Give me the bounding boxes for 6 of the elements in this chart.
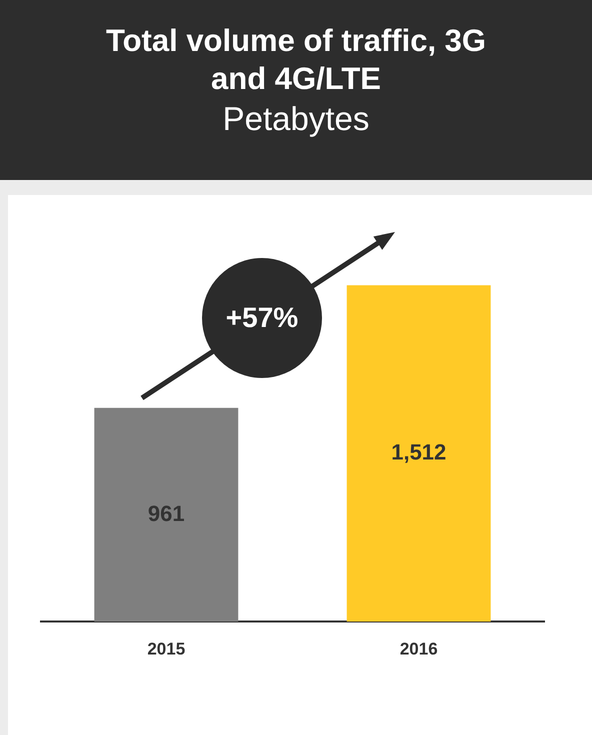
x-tick-label: 2015: [147, 639, 186, 658]
data-label: 961: [148, 500, 185, 526]
data-label: 1,512: [391, 439, 446, 464]
chart-subtitle: Petabytes: [222, 99, 370, 139]
chart-title: Total volume of traffic, 3G and 4G/LTE: [104, 22, 488, 98]
x-tick-label: 2016: [400, 639, 438, 658]
